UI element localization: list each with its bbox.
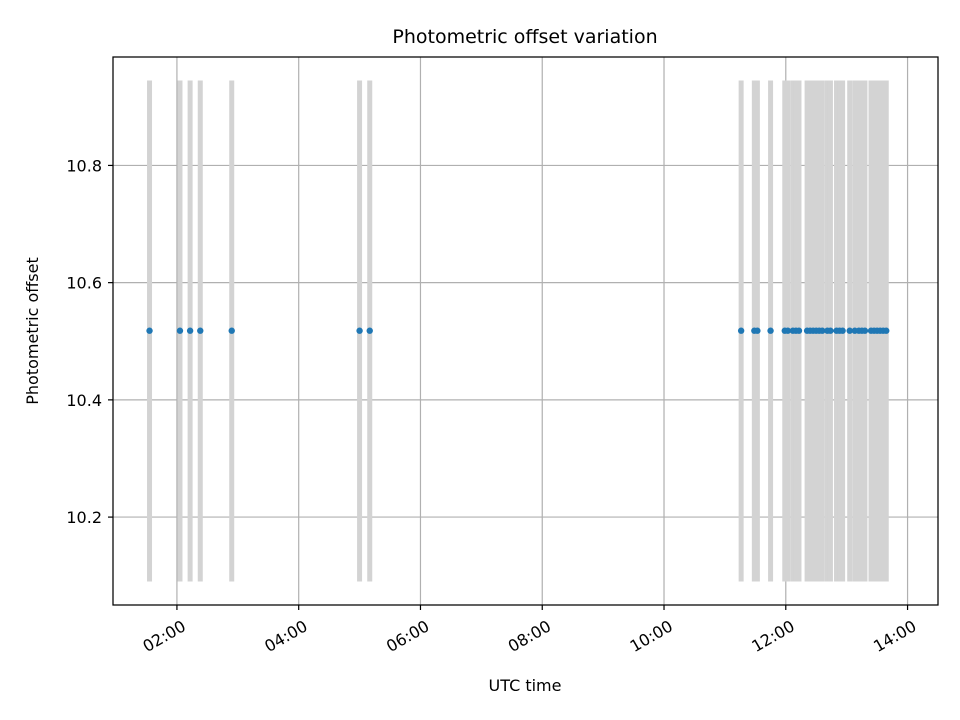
data-point [784, 327, 792, 334]
chart-title: Photometric offset variation [392, 26, 657, 48]
data-point [366, 327, 373, 334]
y-axis-ticks: 10.2 10.4 10.6 10.8 [66, 156, 113, 527]
data-point [228, 327, 235, 334]
data-point [754, 327, 761, 334]
data-points [146, 327, 890, 334]
data-point [883, 327, 890, 334]
data-point [839, 327, 846, 334]
data-point [356, 327, 363, 334]
y-tick-label: 10.2 [66, 508, 102, 527]
data-point [819, 327, 826, 334]
y-axis-label: Photometric offset [23, 257, 42, 405]
data-point [186, 327, 194, 334]
y-tick-label: 10.4 [66, 391, 102, 410]
data-point [795, 327, 803, 334]
data-point [827, 327, 834, 334]
data-point [197, 327, 204, 334]
data-point [737, 327, 745, 334]
plot-frame [112, 56, 939, 606]
data-point [767, 327, 774, 334]
data-point [846, 327, 853, 334]
y-tick-label: 10.6 [66, 274, 102, 293]
x-axis-label: UTC time [489, 676, 562, 695]
data-point [176, 327, 184, 334]
data-point [861, 327, 869, 334]
y-tick-label: 10.8 [66, 156, 102, 175]
data-point [146, 327, 153, 334]
